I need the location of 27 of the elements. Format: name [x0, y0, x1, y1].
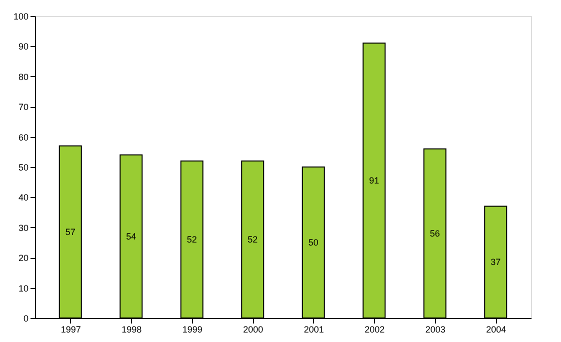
y-tick-label: 20: [18, 253, 28, 264]
x-tick-label: 2004: [486, 324, 506, 334]
x-tick-label: 1999: [182, 324, 202, 334]
data-label: 56: [430, 228, 440, 238]
y-tick-label: 30: [18, 222, 28, 233]
data-label: 54: [126, 231, 136, 242]
y-tick-label: 50: [18, 162, 28, 172]
data-label: 57: [65, 226, 76, 237]
y-tick-label: 100: [13, 12, 28, 22]
y-tick-label: 0: [23, 314, 28, 324]
x-tick-label: 2001: [304, 324, 324, 334]
data-label: 52: [248, 234, 258, 244]
x-tick-label: 1997: [60, 324, 81, 334]
x-tick-label: 2000: [243, 324, 264, 334]
y-tick-label: 90: [18, 42, 28, 52]
data-label: 37: [490, 257, 501, 268]
data-label: 50: [308, 238, 318, 248]
y-tick-label: 60: [18, 132, 28, 142]
y-tick-label: 40: [18, 192, 28, 203]
x-tick-label: 2002: [364, 324, 385, 334]
y-tick-label: 70: [18, 102, 28, 112]
data-label: 91: [369, 176, 380, 186]
data-label: 52: [186, 234, 197, 244]
x-tick-label: 1998: [122, 324, 142, 334]
y-tick-label: 10: [18, 283, 28, 294]
x-tick-label: 2003: [425, 324, 446, 334]
y-tick-label: 80: [18, 72, 28, 82]
